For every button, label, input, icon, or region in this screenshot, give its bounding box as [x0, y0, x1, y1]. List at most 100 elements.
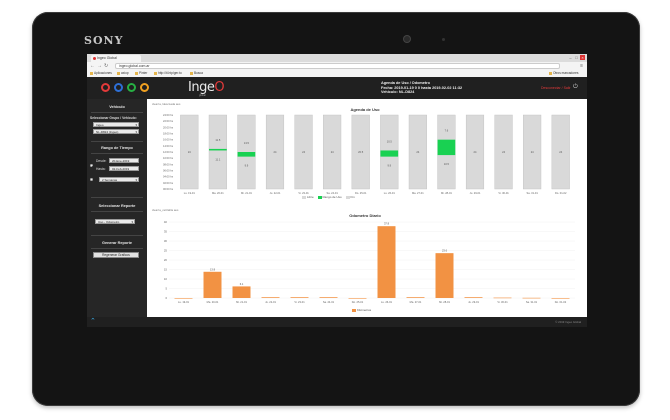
y-tick-label: 00:00 hs	[163, 187, 174, 191]
bar-label-top: 24	[531, 150, 534, 154]
sidebar: Vehiculo Seleccionar Grupo / Vehiculo: I…	[87, 99, 147, 317]
report-select[interactable]: Uso - Odometro ▾	[95, 219, 135, 224]
url-input[interactable]: ingeo.global.com.ar	[115, 63, 560, 69]
y-tick-label: 20	[164, 258, 168, 262]
x-tick-label: Sa. 24-01	[327, 191, 339, 195]
y-tick-label: 0	[165, 296, 167, 300]
copyright: © 2019 Ingeo Global	[555, 320, 581, 324]
browser-tab[interactable]: Ingeo Global	[91, 55, 141, 62]
y-tick-label: 12:00 hs	[163, 150, 174, 154]
x-tick-label: Vi. 30-01	[497, 300, 508, 304]
minimize-icon[interactable]: –	[569, 55, 572, 60]
regenerate-button[interactable]: Regenerar Graficos	[93, 252, 139, 258]
y-tick-label: 22:00 hs	[163, 119, 174, 123]
bar-value-label: 37.8	[384, 222, 390, 226]
browser-tab-bar: Ingeo Global – □ ×	[87, 54, 587, 62]
odometer-chart-card: clean'a_ceClaDa aus Odometro Diario 40 35…	[149, 207, 581, 315]
bar-value-label: 13.8	[210, 267, 216, 271]
use-range-bar	[209, 148, 227, 151]
bookmark-item[interactable]: Aplicaciones	[90, 70, 112, 77]
y-tick-label: 25	[164, 249, 168, 253]
hasta-input[interactable]: 02-Feb-2019	[109, 166, 139, 171]
odometer-bar	[551, 298, 570, 299]
bookmark-item[interactable]: http://ti.htp/ger.to	[154, 70, 182, 77]
divider	[91, 112, 143, 113]
y-tick-label: 10:00 hs	[163, 156, 174, 160]
forward-icon[interactable]: →	[97, 63, 102, 69]
legend-uso: Rango de Uso	[322, 195, 342, 199]
y-tick-label: 24:00 hs	[163, 113, 174, 117]
bar-label-bottom: 9.9	[245, 164, 249, 168]
y-tick-label: 08:00 hs	[163, 162, 174, 166]
schedule-bar	[323, 114, 342, 190]
odometer-bar	[464, 297, 483, 298]
x-tick-label: Ju. 29-01	[470, 191, 481, 195]
preset-select[interactable]: 2 Semanas ▾	[99, 177, 139, 182]
bookmark-item[interactable]: Pinter	[135, 70, 147, 77]
close-icon[interactable]: ×	[580, 55, 585, 60]
back-icon[interactable]: ←	[90, 63, 95, 69]
red-circle-icon[interactable]	[101, 83, 110, 92]
x-tick-label: Lu. 26-01	[381, 300, 393, 304]
blue-circle-icon[interactable]	[114, 83, 123, 92]
bookmark-item[interactable]: axiop	[117, 70, 129, 77]
x-tick-label: Lu. 19-01	[184, 191, 196, 195]
schedule-bar	[265, 114, 285, 190]
bar-label-top: 11.5	[215, 138, 220, 142]
reload-icon[interactable]: ↻	[104, 63, 109, 69]
x-tick-label: Mi. 21-01	[236, 300, 247, 304]
report-value: Uso - Odometro	[98, 220, 120, 224]
odometer-legend: Kilómetros	[349, 308, 371, 312]
light-sensor	[442, 38, 445, 41]
vehicle-select-value: NL-D824 (Ingeo)	[96, 130, 119, 134]
desde-input[interactable]: 20-Ene-2019	[109, 158, 139, 163]
vehiculo-section-title: Vehiculo	[109, 105, 125, 109]
y-tick-label: 30	[164, 239, 168, 243]
bookmark-item[interactable]: Busca	[190, 70, 203, 77]
chevron-down-icon: ▾	[135, 178, 137, 182]
group-select-value: Ingeo	[96, 123, 104, 127]
chevron-up-icon[interactable]: ⌃	[90, 318, 96, 325]
time-range-title: Rango de Tiempo	[101, 146, 133, 150]
page-icon	[190, 71, 193, 75]
hasta-label: Hasta:	[96, 167, 106, 171]
preset-value: 2 Semanas	[102, 178, 118, 182]
logo-text: Inge	[188, 80, 215, 95]
other-bookmarks[interactable]: Otros marcadores	[549, 70, 579, 77]
bar-label-top: 24	[302, 150, 305, 154]
folder-icon	[117, 71, 120, 75]
logout-link[interactable]: Desconectar / Salir	[541, 86, 571, 90]
apps-icon	[90, 71, 93, 75]
y-tick-label: 35	[164, 230, 168, 234]
custom-range-radio[interactable]	[90, 164, 93, 167]
x-tick-label: Ma. 27-01	[410, 300, 422, 304]
preset-range-radio[interactable]	[90, 178, 93, 181]
x-tick-label: Mi. 28-01	[441, 191, 452, 195]
app-header: IngeO global Agenda de Uso / Odometro Fe…	[87, 77, 587, 99]
y-tick-label: 04:00 hs	[163, 175, 174, 179]
power-icon[interactable]: ⏻	[573, 84, 578, 90]
maximize-icon[interactable]: □	[575, 55, 578, 60]
menu-icon[interactable]: ≡	[580, 63, 583, 69]
bar-label-bottom: 10.5	[444, 162, 450, 166]
y-tick-label: 18:00 hs	[163, 132, 174, 136]
schedule-bar	[551, 114, 570, 190]
bar-label-top: 24	[559, 150, 562, 154]
bookmark-label: Busca	[194, 71, 203, 75]
agenda-caption: clean'a, ldescLada aus	[152, 102, 181, 106]
x-tick-label: Sa. 31-01	[526, 300, 538, 304]
use-range-bar	[380, 150, 399, 157]
select-group-label: Seleccionar Grupo / Vehiculo:	[90, 116, 137, 120]
orange-circle-icon[interactable]	[140, 83, 149, 92]
y-tick-label: 15	[164, 268, 168, 272]
y-tick-label: 16:00 hs	[163, 138, 174, 142]
group-select[interactable]: Ingeo ▾	[93, 122, 139, 127]
vehicle-select[interactable]: NL-D824 (Ingeo) ▾	[93, 129, 139, 134]
green-circle-icon[interactable]	[127, 83, 136, 92]
x-tick-label: Do. 01-02	[555, 300, 567, 304]
logo-subtitle: global	[199, 94, 206, 97]
odometer-bar	[522, 297, 541, 299]
bar-label-top: 24	[188, 150, 191, 154]
report-info: Agenda de Uso / Odometro Fecha: 2019-01-…	[381, 81, 462, 95]
logo-o: O	[214, 80, 225, 95]
